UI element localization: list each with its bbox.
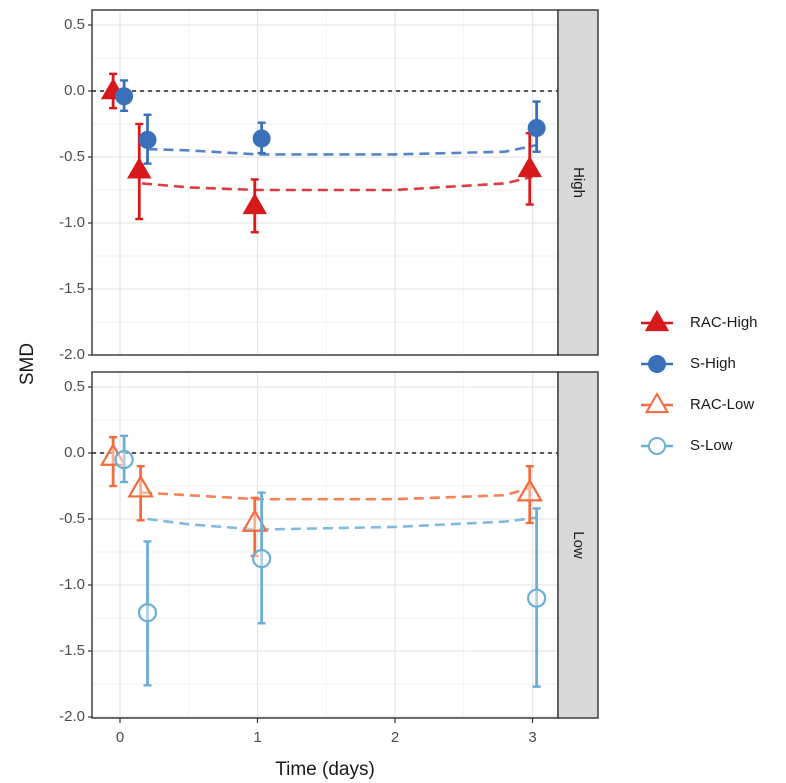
y-tick-label: -1.5 — [59, 280, 85, 297]
x-tick-label: 1 — [253, 729, 261, 746]
data-point-circle — [137, 603, 158, 623]
y-tick-label: -1.0 — [59, 576, 85, 593]
panel-high: High 0.5 0.0 -0.5 -1.0 -1.5 -2.0 — [59, 9, 599, 363]
y-tick-label: 0.0 — [64, 82, 85, 99]
legend-item-s-low: S-Low — [641, 437, 733, 455]
legend-key-circle — [648, 437, 666, 455]
x-tick-label: 2 — [391, 729, 399, 746]
legend-key-triangle — [644, 391, 670, 414]
legend-label: S-Low — [690, 437, 733, 454]
facet-strip — [557, 371, 599, 719]
legend-label: RAC-High — [690, 314, 758, 331]
fit-line-rac-low — [141, 486, 533, 501]
data-point-triangle — [242, 192, 268, 215]
data-point-circle — [252, 548, 272, 569]
facet-strip — [557, 9, 599, 356]
legend-label: RAC-Low — [690, 396, 754, 413]
y-tick-label: -1.5 — [59, 642, 85, 659]
series-s-low — [114, 434, 547, 688]
data-point-triangle — [516, 478, 544, 502]
series-s-high — [115, 79, 546, 165]
data-point-triangle — [99, 442, 127, 466]
fit-line-rac-high — [141, 175, 533, 192]
data-point-circle — [527, 588, 547, 608]
legend-key-circle — [648, 355, 666, 373]
legend-key-triangle — [644, 309, 670, 332]
y-tick-label: -0.5 — [59, 510, 85, 527]
panel-low: Low 0.5 0.0 -0.5 -1.0 -1.5 -2.0 — [59, 371, 599, 725]
data-point-circle — [115, 87, 134, 106]
legend-item-rac-low: RAC-Low — [641, 391, 754, 414]
y-tick-label: 0.0 — [64, 444, 85, 461]
x-axis: 0 1 2 3 — [116, 718, 537, 746]
data-point-circle — [138, 130, 157, 149]
chart-panels: High 0.5 0.0 -0.5 -1.0 -1.5 -2.0 Low 0.5 0.0 -0.5 -… — [59, 9, 599, 725]
x-axis-title: Time (days) — [275, 759, 375, 780]
data-point-triangle — [517, 155, 543, 178]
x-tick-label: 0 — [116, 729, 124, 746]
data-point-triangle — [126, 157, 152, 179]
panel-background — [92, 10, 558, 355]
y-tick-label: -2.0 — [59, 708, 85, 725]
y-axis-title: SMD — [17, 343, 38, 385]
y-tick-label: -0.5 — [59, 148, 85, 165]
legend-item-rac-high: RAC-High — [641, 309, 758, 332]
x-tick-label: 3 — [528, 729, 536, 746]
facet-strip-label: High — [570, 167, 587, 198]
fit-line-s-low — [147, 516, 537, 531]
y-tick-label: -1.0 — [59, 214, 85, 231]
panel-background — [92, 372, 558, 718]
data-point-circle — [114, 450, 134, 470]
facet-strip-label: Low — [570, 531, 587, 559]
legend: RAC-High S-High RAC-Low S-Low — [641, 309, 758, 455]
series-rac-high — [100, 72, 543, 234]
data-point-circle — [527, 118, 546, 137]
data-point-circle — [252, 129, 271, 148]
y-tick-label: 0.5 — [64, 16, 85, 33]
fit-line-s-high — [147, 143, 537, 156]
legend-label: S-High — [690, 355, 736, 372]
y-tick-label: 0.5 — [64, 378, 85, 395]
legend-item-s-high: S-High — [641, 355, 736, 373]
y-tick-label: -2.0 — [59, 346, 85, 363]
data-point-triangle — [127, 474, 154, 498]
